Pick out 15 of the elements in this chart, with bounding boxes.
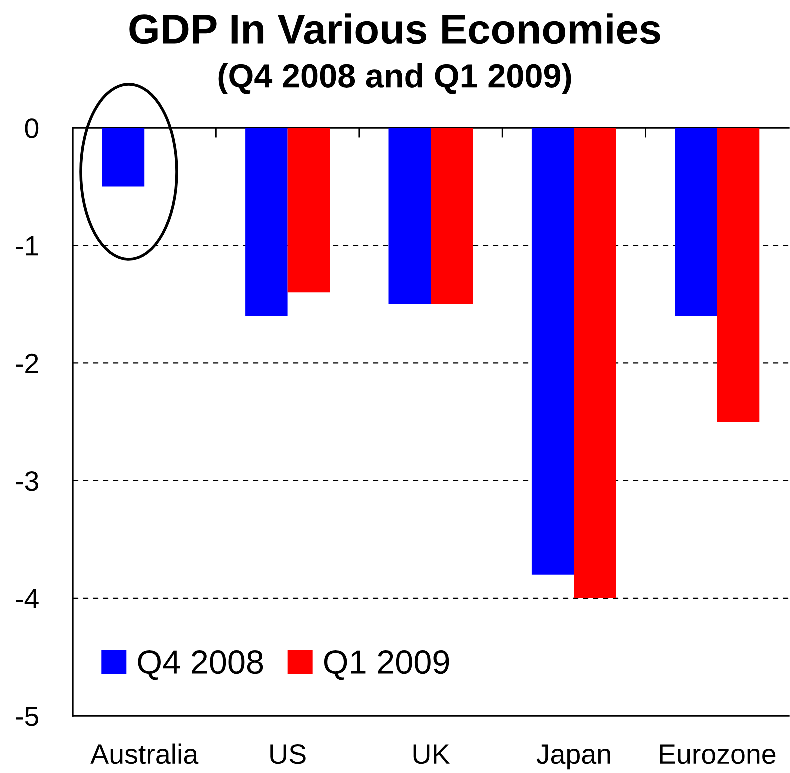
x-tick-label: US xyxy=(270,744,306,764)
legend-label: Q1 2009 xyxy=(324,650,450,680)
x-tick-label: Australia xyxy=(90,744,199,764)
chart-title: GDP In Various Economies xyxy=(130,14,660,44)
y-tick-label: 0 xyxy=(25,118,39,138)
legend-label: Q4 2008 xyxy=(138,650,264,680)
x-tick-label: Eurozone xyxy=(660,744,776,764)
y-tick-label: -5 xyxy=(16,706,39,726)
x-tick-label: UK xyxy=(414,744,450,764)
y-tick-label: -1 xyxy=(16,236,38,256)
x-tick-label: Japan xyxy=(536,744,610,770)
y-tick-label: -4 xyxy=(16,589,39,608)
y-tick-label: -3 xyxy=(16,471,38,492)
y-tick-label: -2 xyxy=(16,354,38,374)
chart-subtitle: (Q4 2008 and Q1 2009) xyxy=(218,63,572,95)
